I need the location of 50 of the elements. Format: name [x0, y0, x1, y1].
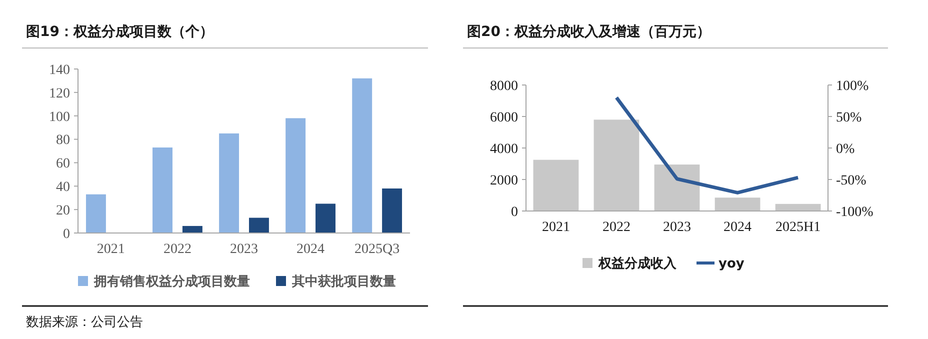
- bar: [382, 188, 402, 233]
- y2-tick-label: -50%: [836, 173, 867, 188]
- line-series: [614, 96, 800, 194]
- y2-tick-label: -100%: [836, 204, 874, 220]
- bar: [594, 120, 640, 211]
- y-tick-label: 2000: [490, 173, 518, 188]
- bar: [248, 218, 269, 233]
- bar: [86, 194, 106, 233]
- bar: [714, 198, 760, 211]
- x-tick-label: 2021: [96, 242, 125, 257]
- bar: [316, 204, 336, 233]
- x-tick-label: 2024: [296, 242, 325, 257]
- y-tick-label: 120: [49, 86, 70, 102]
- y-tick-label: 0: [511, 204, 518, 220]
- legend-label: 权益分成收入: [598, 256, 678, 272]
- bar: [533, 160, 579, 211]
- bar: [775, 204, 821, 211]
- legend-label: 其中获批项目数量: [291, 274, 396, 290]
- bar: [219, 133, 240, 233]
- y-tick-label: 40: [56, 180, 70, 196]
- chart-title: 图20：权益分成收入及增速（百万元）: [467, 24, 710, 40]
- chart-title: 图19：权益分成项目数（个）: [26, 24, 214, 40]
- legend-label: 拥有销售权益分成项目数量: [93, 274, 250, 290]
- y-tick-label: 8000: [490, 78, 518, 94]
- x-tick-label: 2025H1: [775, 220, 821, 235]
- x-tick-label: 2023: [663, 220, 691, 235]
- y-tick-label: 4000: [490, 142, 518, 157]
- y-tick-label: 20: [56, 203, 70, 218]
- x-tick-label: 2022: [602, 220, 630, 235]
- y2-tick-label: 0%: [836, 142, 855, 157]
- y-tick-label: 80: [56, 133, 70, 148]
- bar: [286, 118, 306, 233]
- bar: [352, 78, 372, 233]
- bar: [654, 164, 700, 211]
- y-tick-label: 6000: [490, 110, 518, 126]
- x-tick-label: 2021: [542, 220, 570, 235]
- x-tick-label: 2022: [163, 242, 192, 257]
- y2-tick-label: 50%: [836, 110, 862, 126]
- source-note: 数据来源：公司公告: [26, 315, 143, 330]
- y-tick-label: 140: [49, 62, 70, 78]
- x-tick-label: 2024: [724, 220, 752, 235]
- bar: [152, 147, 172, 233]
- y2-tick-label: 100%: [836, 78, 869, 94]
- x-tick-label: 2023: [230, 242, 258, 257]
- y-tick-label: 100: [49, 110, 70, 125]
- x-tick-label: 2025Q3: [354, 242, 400, 257]
- bar: [182, 226, 202, 233]
- y-tick-label: 0: [63, 226, 70, 242]
- legend-label: yoy: [718, 256, 745, 272]
- y-tick-label: 60: [56, 156, 70, 172]
